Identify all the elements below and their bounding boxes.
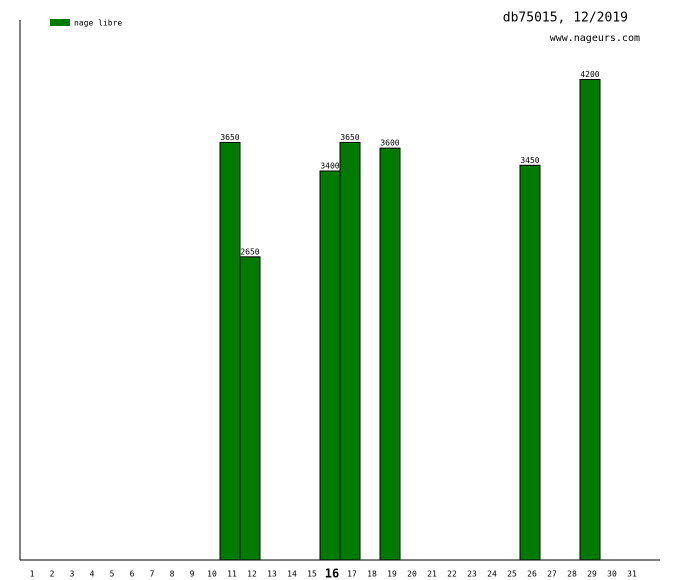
x-tick-label: 2 bbox=[50, 570, 55, 579]
x-tick-label: 25 bbox=[507, 570, 517, 579]
x-tick-label: 3 bbox=[70, 570, 75, 579]
x-tick-label: 31 bbox=[627, 570, 637, 579]
legend-swatch bbox=[50, 19, 70, 26]
bar bbox=[519, 164, 541, 561]
x-tick-label: 13 bbox=[267, 570, 277, 579]
x-tick-label: 15 bbox=[307, 570, 317, 579]
x-tick-label: 22 bbox=[447, 570, 457, 579]
x-tick-label: 29 bbox=[587, 570, 597, 579]
x-tick-label: 24 bbox=[487, 570, 497, 579]
x-tick-label: 19 bbox=[387, 570, 397, 579]
x-tick-label: 17 bbox=[347, 570, 357, 579]
x-tick-label: 27 bbox=[547, 570, 557, 579]
x-tick-label: 30 bbox=[607, 570, 617, 579]
x-tick-label: 10 bbox=[207, 570, 217, 579]
legend-label: nage libre bbox=[74, 19, 122, 28]
x-tick-label: 7 bbox=[150, 570, 155, 579]
x-tick-label: 16 bbox=[325, 567, 339, 580]
x-tick-label: 5 bbox=[110, 570, 115, 579]
x-tick-label: 28 bbox=[567, 570, 577, 579]
value-label: 3650 bbox=[340, 133, 359, 142]
x-tick-label: 21 bbox=[427, 570, 437, 579]
value-label: 3450 bbox=[520, 156, 539, 165]
x-tick-label: 14 bbox=[287, 570, 297, 579]
x-tick-label: 20 bbox=[407, 570, 417, 579]
x-tick-label: 4 bbox=[90, 570, 95, 579]
bar bbox=[219, 141, 241, 561]
x-tick-label: 11 bbox=[227, 570, 237, 579]
bar bbox=[339, 141, 361, 561]
x-tick-label: 26 bbox=[527, 570, 537, 579]
x-tick-label: 1 bbox=[30, 570, 35, 579]
x-tick-label: 6 bbox=[130, 570, 135, 579]
value-label: 3400 bbox=[320, 162, 339, 171]
x-tick-label: 9 bbox=[190, 570, 195, 579]
x-tick-label: 23 bbox=[467, 570, 477, 579]
bar bbox=[319, 170, 341, 561]
bar bbox=[239, 256, 261, 561]
x-tick-label: 8 bbox=[170, 570, 175, 579]
x-tick-label: 12 bbox=[247, 570, 257, 579]
value-label: 3600 bbox=[380, 139, 399, 148]
value-label: 4200 bbox=[580, 70, 599, 79]
value-label: 3650 bbox=[220, 133, 239, 142]
bar bbox=[579, 78, 601, 561]
x-tick-label: 18 bbox=[367, 570, 377, 579]
chart-title: db75015, 12/2019 bbox=[503, 11, 628, 26]
chart-subtitle: www.nageurs.com bbox=[550, 33, 640, 44]
value-label: 2650 bbox=[240, 247, 259, 256]
bar bbox=[379, 147, 401, 561]
